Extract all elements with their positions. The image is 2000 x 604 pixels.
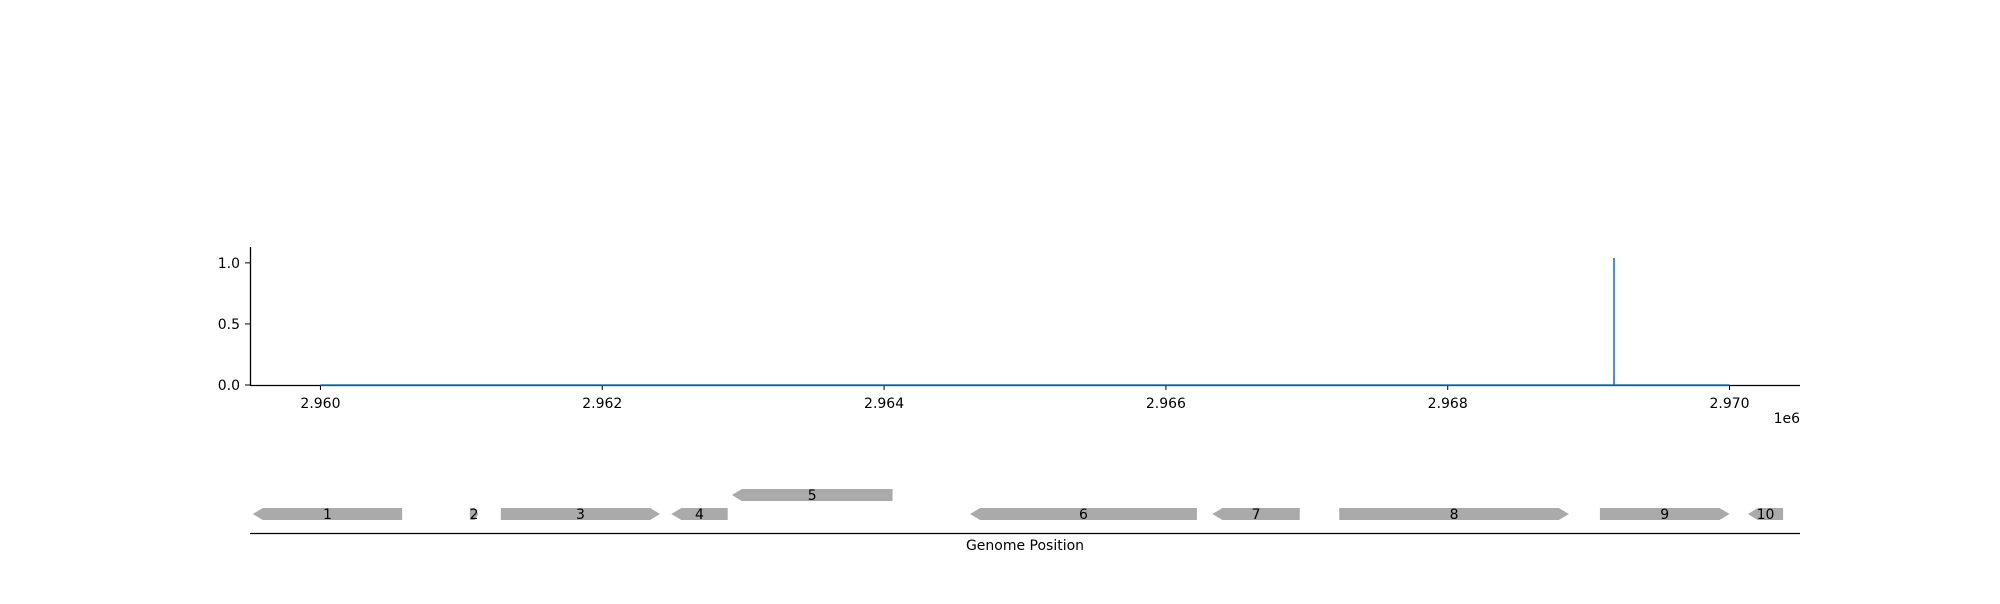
x-tick-label: 2.962	[582, 396, 622, 412]
gene-feature-arrow	[1599, 508, 1730, 520]
gene-feature-label: 5	[808, 488, 817, 504]
y-tick-label: 1.0	[218, 256, 240, 272]
gene-features: 1 2 3 4 5 6 7 8 9 10	[252, 488, 1784, 523]
x-tick-label: 2.970	[1709, 396, 1749, 412]
gene-feature-arrow	[671, 508, 728, 520]
gene-feature-arrow	[252, 508, 403, 520]
coverage-axes: 0.0 0.5 1.0 2.960 2.962 2.964 2.966 2.968 2.970…	[218, 247, 1800, 427]
gene-feature-label: 2	[470, 507, 479, 523]
gene-feature-arrow	[1747, 508, 1784, 520]
y-tick-label: 0.5	[218, 317, 240, 333]
coverage-series-line	[320, 257, 1730, 386]
gene-feature-arrow	[731, 489, 893, 501]
x-tick-label: 2.968	[1428, 396, 1468, 412]
gene-feature-label: 1	[323, 507, 332, 523]
y-ticks: 0.0 0.5 1.0	[218, 256, 250, 394]
gene-feature-label: 9	[1660, 507, 1669, 523]
x-tick-label: 2.960	[300, 396, 340, 412]
gene-feature-arrow	[469, 508, 479, 520]
gene-feature-label: 4	[695, 507, 704, 523]
gene-feature-label: 10	[1757, 507, 1775, 523]
x-offset-label: 1e6	[1774, 411, 1801, 427]
gene-track-xlabel: Genome Position	[966, 538, 1084, 554]
y-tick-label: 0.0	[218, 378, 240, 394]
gene-feature-label: 3	[576, 507, 585, 523]
gene-feature-arrow	[500, 508, 661, 520]
gene-track-axes: 1 2 3 4 5 6 7 8 9 10 Genome Position	[250, 488, 1800, 554]
x-ticks: 2.960 2.962 2.964 2.966 2.968 2.970	[300, 385, 1750, 412]
x-tick-label: 2.966	[1146, 396, 1186, 412]
gene-feature-arrow	[970, 508, 1197, 520]
gene-feature-arrow	[1339, 508, 1569, 520]
series-lines	[320, 257, 1730, 386]
gene-feature-label: 6	[1079, 507, 1088, 523]
gene-feature-arrow	[1212, 508, 1300, 520]
gene-feature-label: 8	[1450, 507, 1459, 523]
x-tick-label: 2.964	[864, 396, 904, 412]
gene-feature-label: 7	[1252, 507, 1261, 523]
